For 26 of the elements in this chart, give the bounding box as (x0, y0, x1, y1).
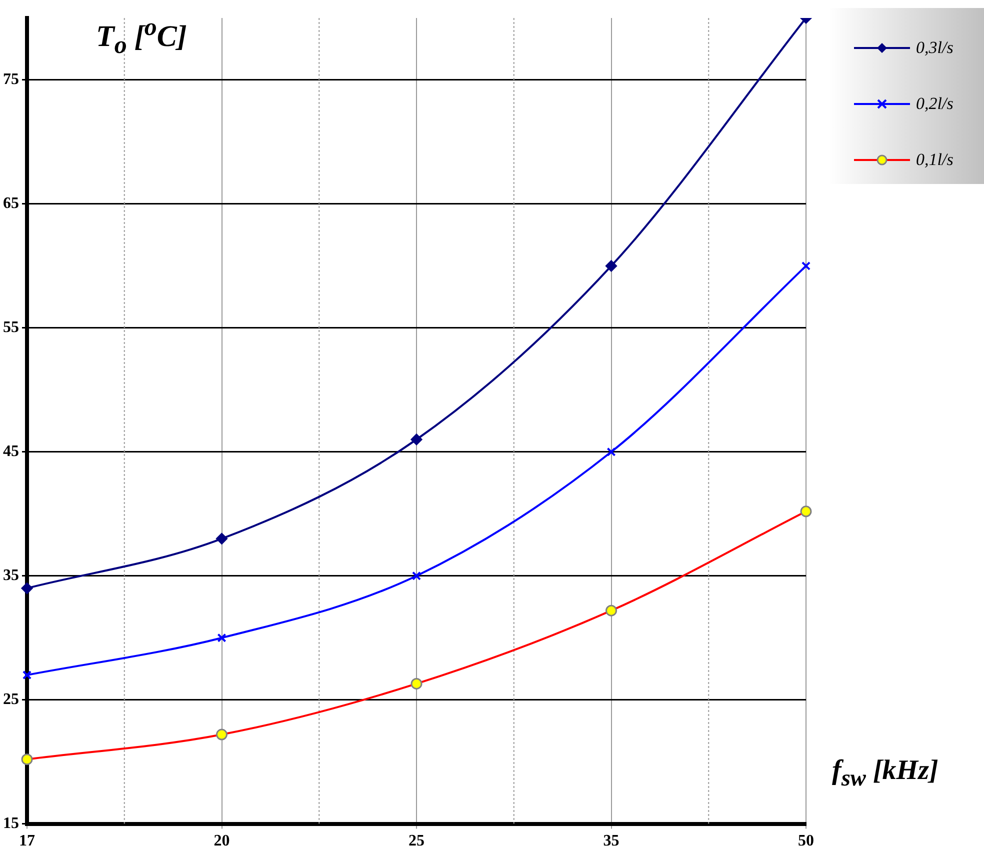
point (606, 447, 616, 456)
y-tick-label: 35 (3, 567, 19, 584)
point (410, 434, 422, 446)
x-tick-label: 20 (214, 832, 230, 850)
point (21, 582, 33, 594)
legend-label: 0,1l/s (916, 150, 954, 170)
x-tick-label: 25 (408, 832, 424, 850)
y-tick-label: 65 (3, 195, 19, 212)
y-tick-label: 75 (3, 71, 19, 88)
point (22, 670, 32, 680)
point (606, 260, 617, 272)
x-tick-label: 17 (19, 832, 35, 850)
y-tick-label: 25 (3, 690, 19, 708)
x-tick-label: 50 (798, 832, 814, 850)
x-axis-title: f$_{sw}$ [kHz] (832, 755, 938, 793)
point (216, 532, 228, 544)
y-axis-title: T$_{o}$ [$^{o}$C] (96, 14, 187, 60)
x-tick-label: 35 (603, 832, 620, 850)
legend-label: 0,2l/s (916, 94, 954, 114)
legend-label: 0,3l/s (916, 38, 954, 58)
y-tick-label: 15 (3, 814, 19, 832)
point (801, 261, 811, 270)
y-tick-label: 45 (3, 443, 19, 460)
point (217, 633, 226, 642)
y-tick-label: 55 (3, 319, 19, 336)
point (412, 571, 422, 580)
